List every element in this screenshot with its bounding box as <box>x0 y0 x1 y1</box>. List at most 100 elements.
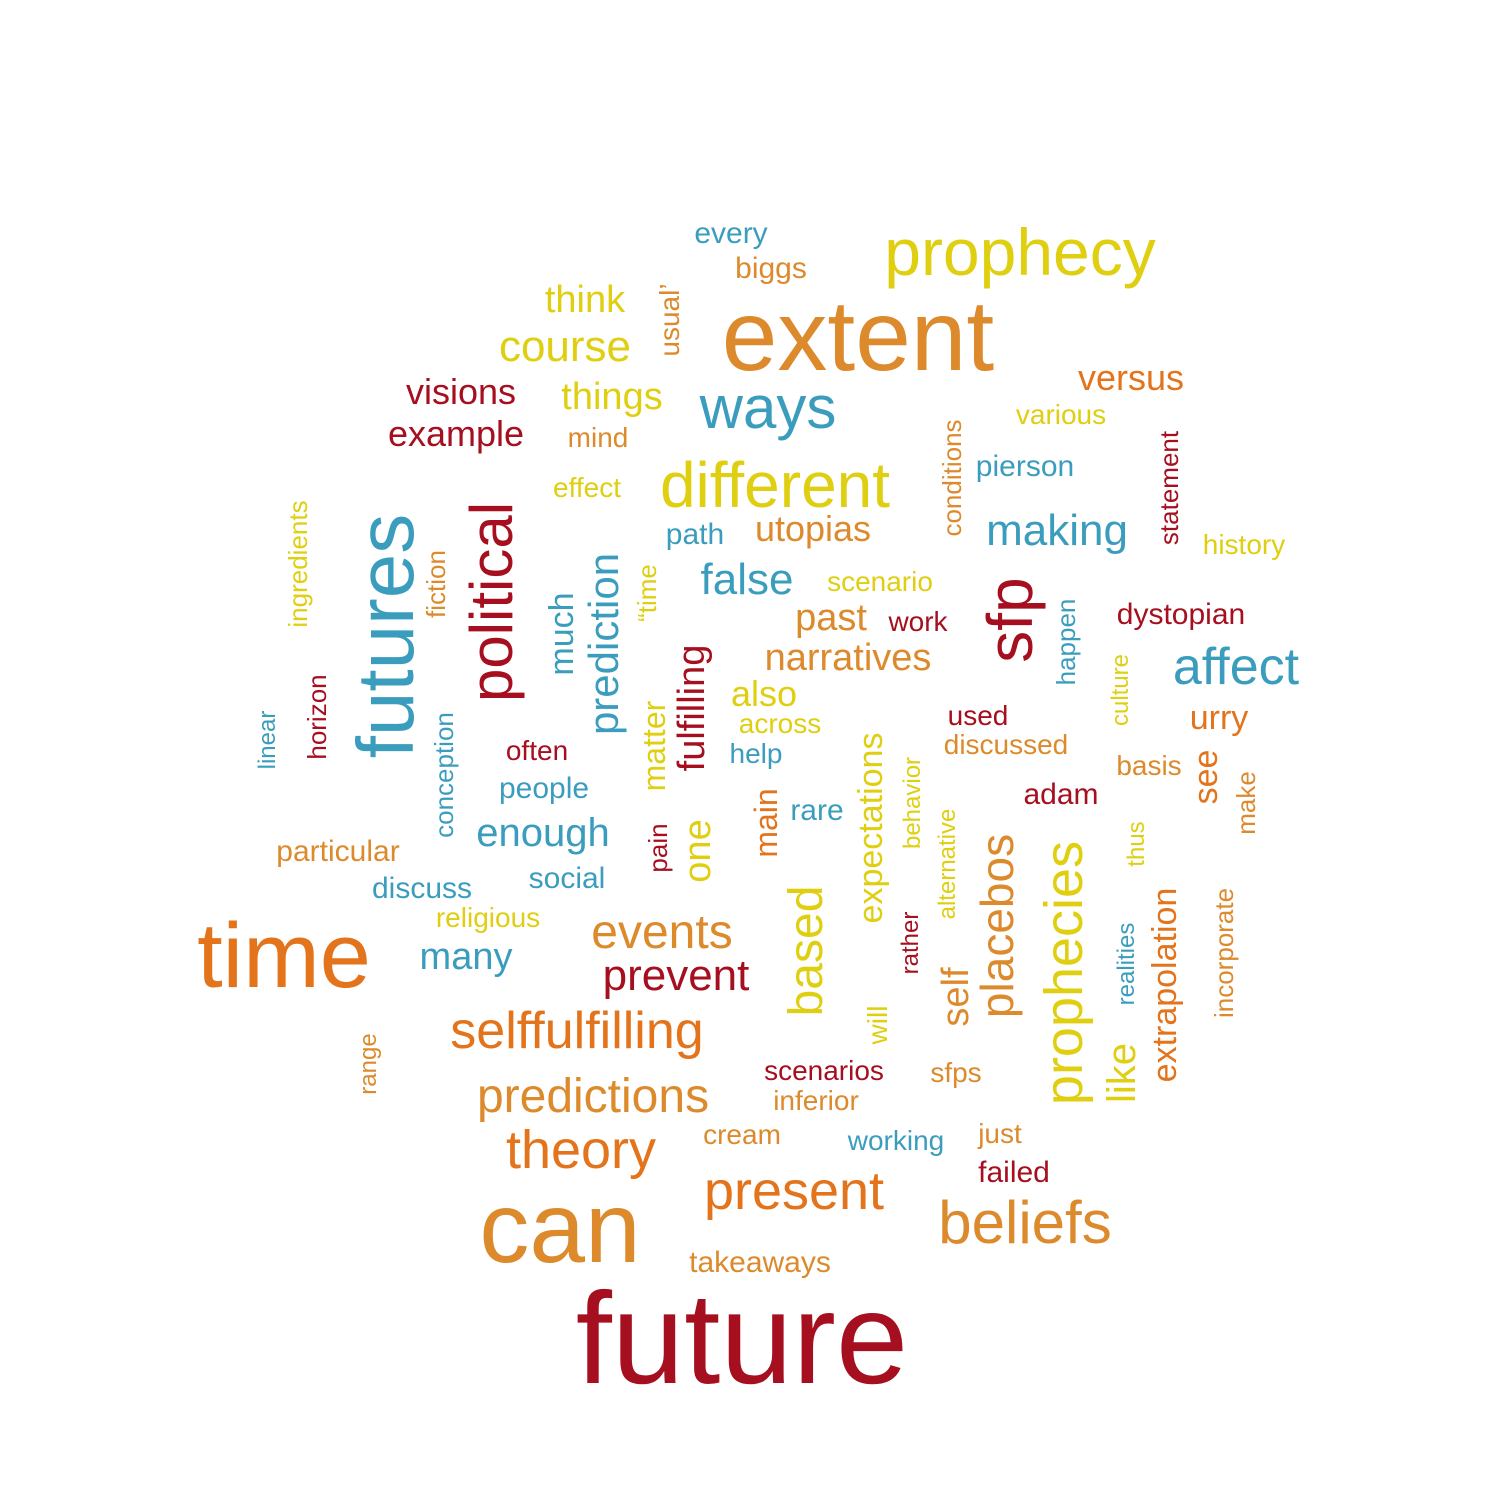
word-rather: rather <box>897 911 924 975</box>
word-just: just <box>978 1118 1022 1149</box>
word-usual: usual’ <box>654 283 685 357</box>
word-theory: theory <box>505 1120 657 1180</box>
word-statement: statement <box>1154 430 1184 546</box>
word-much: much <box>543 592 581 676</box>
word-present: present <box>703 1161 885 1221</box>
word-past: past <box>795 597 867 639</box>
word-utopias: utopias <box>754 508 872 549</box>
word-future: future <box>575 1265 909 1411</box>
word-basis: basis <box>1116 750 1182 781</box>
word-takeaways: takeaways <box>689 1246 831 1279</box>
word-prediction: prediction <box>580 552 627 736</box>
word-prophecies: prophecies <box>1034 840 1094 1106</box>
word-events: events <box>591 906 733 959</box>
word-beliefs: beliefs <box>938 1189 1112 1256</box>
word-realities: realities <box>1113 922 1140 1006</box>
word-false: false <box>700 555 794 604</box>
word-pain: pain <box>643 823 673 873</box>
word-adam: adam <box>1023 778 1099 811</box>
word-making: making <box>986 506 1128 555</box>
word-enough: enough <box>476 811 610 855</box>
word-mind: mind <box>567 422 629 453</box>
word-horizon: horizon <box>302 674 332 760</box>
word-behavior: behavior <box>899 756 926 850</box>
word-predictions: predictions <box>476 1070 710 1123</box>
word-range: range <box>355 1033 382 1095</box>
word-incorporate: incorporate <box>1209 887 1239 1019</box>
word-every: every <box>694 217 768 250</box>
word-also: also <box>730 673 798 714</box>
word-extent: extent <box>721 280 995 392</box>
word-urry: urry <box>1189 699 1249 737</box>
word-people: people <box>498 772 590 805</box>
word-alternative: alternative <box>934 808 961 920</box>
word-scenarios: scenarios <box>764 1055 884 1086</box>
word-political: political <box>458 501 525 703</box>
word-effect: effect <box>553 472 621 503</box>
word-like: like <box>1100 1042 1144 1104</box>
word-dystopian: dystopian <box>1116 598 1246 631</box>
word-thus: thus <box>1123 821 1150 867</box>
word-matter: matter <box>636 700 672 792</box>
word-fulfilling: fulfilling <box>671 644 713 772</box>
word-make: make <box>1231 771 1261 835</box>
word-can: can <box>479 1172 641 1284</box>
word-prevent: prevent <box>602 951 750 1000</box>
word-discussed: discussed <box>943 729 1069 760</box>
word-pierson: pierson <box>975 450 1075 483</box>
word-main: main <box>748 788 784 858</box>
word-across: across <box>738 708 822 739</box>
word-path: path <box>665 518 725 551</box>
word-conditions: conditions <box>937 419 967 537</box>
word-linear: linear <box>254 710 281 770</box>
word-affect: affect <box>1172 638 1300 696</box>
word-fiction: fiction <box>421 550 451 618</box>
word-ways: ways <box>699 374 837 441</box>
word-visions: visions <box>405 371 517 412</box>
word-rare: rare <box>790 794 844 827</box>
word-religious: religious <box>435 902 541 933</box>
word-prophecy: prophecy <box>884 215 1156 289</box>
word-various: various <box>1015 399 1107 430</box>
word-one: one <box>677 819 719 883</box>
word-failed: failed <box>978 1156 1050 1189</box>
word-sfp: sfp <box>974 577 1046 663</box>
word-conception: conception <box>429 712 459 838</box>
word-think: think <box>544 279 626 321</box>
word-time: time <box>197 905 371 1007</box>
word-inferior: inferior <box>773 1085 859 1116</box>
word-help: help <box>729 738 783 769</box>
word-happen: happen <box>1051 598 1081 686</box>
word-futures: futures <box>341 513 430 759</box>
word-things: things <box>561 376 663 418</box>
word-work: work <box>888 606 948 637</box>
word-versus: versus <box>1077 357 1185 398</box>
word-cream: cream <box>703 1119 781 1150</box>
word-history: history <box>1202 529 1286 560</box>
word-self: self <box>935 967 977 1027</box>
word-ingredients: ingredients <box>283 500 313 628</box>
word-particular: particular <box>276 835 400 868</box>
word-scenario: scenario <box>827 566 933 597</box>
word-time: “time <box>632 564 662 622</box>
word-example: example <box>387 413 525 454</box>
word-narratives: narratives <box>764 637 932 679</box>
word-often: often <box>505 735 569 766</box>
word-many: many <box>419 936 513 978</box>
word-course: course <box>498 322 632 371</box>
word-discuss: discuss <box>371 872 473 905</box>
word-different: different <box>659 449 891 521</box>
word-used: used <box>947 700 1009 731</box>
word-culture: culture <box>1107 653 1134 727</box>
word-extrapolation: extrapolation <box>1146 887 1184 1083</box>
word-sfps: sfps <box>930 1057 982 1088</box>
word-expectations: expectations <box>852 732 890 924</box>
word-see: see <box>1187 749 1225 805</box>
word-will: will <box>862 1005 893 1045</box>
word-social: social <box>528 862 606 895</box>
word-biggs: biggs <box>735 252 807 285</box>
word-working: working <box>847 1125 945 1156</box>
word-placebos: placebos <box>971 833 1023 1019</box>
word-based: based <box>780 885 833 1017</box>
